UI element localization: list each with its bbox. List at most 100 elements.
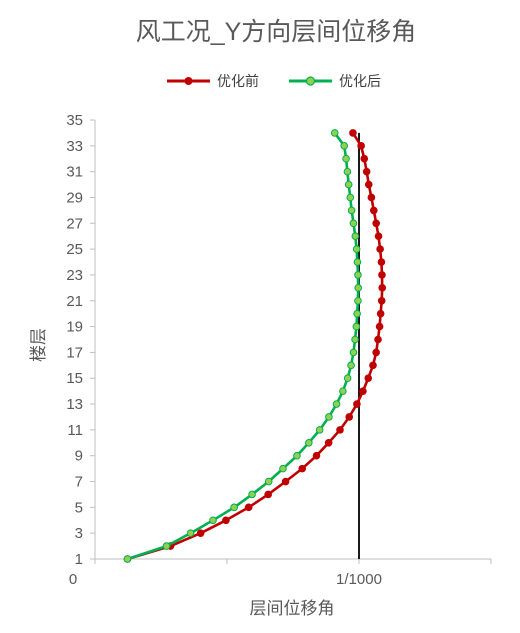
data-point [312, 451, 321, 460]
data-point [281, 477, 290, 486]
data-point [353, 258, 362, 266]
data-point [264, 477, 273, 486]
data-point [340, 142, 349, 150]
data-point [346, 193, 355, 202]
x-tick-label: 0 [69, 571, 77, 588]
data-point [375, 322, 384, 331]
data-point [352, 245, 361, 253]
data-point [369, 206, 378, 215]
data-point [345, 413, 354, 421]
data-point [222, 516, 230, 525]
data-point [162, 542, 171, 550]
y-tick-label: 9 [75, 448, 83, 465]
y-tick-label: 7 [75, 474, 83, 491]
data-point [377, 258, 386, 266]
data-point [352, 322, 361, 331]
y-tick-label: 25 [66, 241, 83, 258]
data-point [264, 490, 272, 499]
data-point [372, 348, 380, 357]
data-point [354, 284, 363, 292]
y-tick-label: 3 [75, 525, 83, 542]
data-point [353, 400, 361, 408]
data-point [378, 284, 387, 292]
data-point [293, 451, 301, 460]
data-point [354, 271, 362, 279]
data-point [342, 154, 350, 163]
y-tick-label: 11 [67, 422, 83, 439]
data-point [372, 219, 380, 228]
data-point [349, 219, 358, 228]
data-point [324, 438, 333, 447]
data-point [325, 413, 333, 421]
y-tick-label: 33 [66, 138, 83, 155]
data-point [349, 348, 358, 357]
y-tick-label: 13 [66, 396, 83, 413]
y-tick-label: 27 [66, 215, 83, 232]
data-point [244, 503, 253, 512]
data-point [332, 400, 341, 408]
series-line [127, 132, 384, 561]
data-point [248, 490, 256, 499]
data-point [230, 503, 238, 512]
data-point [378, 271, 386, 279]
y-axis-title: 楼层 [29, 328, 48, 362]
x-tick-label: 1/1000 [336, 571, 382, 588]
data-point [339, 387, 347, 395]
plot-area [123, 129, 387, 563]
data-point [123, 555, 132, 563]
data-point [347, 206, 356, 215]
data-point [357, 142, 365, 150]
data-point [298, 464, 307, 473]
data-point [367, 193, 376, 202]
data-point [196, 529, 205, 537]
data-point [343, 374, 352, 383]
data-point [330, 129, 339, 137]
y-tick-label: 17 [66, 344, 83, 361]
legend-label-before: 优化前 [217, 73, 259, 89]
x-axis: 0 1/1000 [69, 558, 492, 588]
series-after [123, 129, 363, 563]
data-point [362, 167, 371, 176]
y-tick-label: 21 [66, 293, 83, 310]
legend-item-before: 优化前 [167, 73, 259, 89]
legend: 优化前 优化后 [167, 73, 381, 89]
data-point [359, 387, 367, 395]
data-point [343, 167, 352, 176]
data-point [376, 245, 384, 253]
legend-item-after: 优化后 [289, 73, 381, 89]
data-point [209, 516, 217, 525]
data-point [315, 426, 324, 434]
series-line [127, 132, 360, 561]
data-point [305, 438, 313, 447]
data-point [377, 296, 386, 305]
data-point [376, 309, 385, 318]
chart-title: 风工况_Y方向层间位移角 [136, 18, 417, 46]
data-point [369, 361, 377, 370]
data-point [347, 361, 355, 370]
data-point [186, 529, 195, 537]
data-point [353, 309, 361, 318]
series-before [123, 129, 387, 563]
data-point [364, 374, 373, 383]
data-point [364, 180, 373, 189]
data-point [351, 335, 359, 344]
data-point [336, 426, 344, 434]
y-tick-label: 19 [66, 319, 83, 336]
data-point [279, 464, 287, 473]
data-point [354, 296, 362, 305]
data-point [374, 232, 383, 241]
y-tick-label: 29 [66, 189, 83, 206]
y-tick-label: 15 [66, 370, 83, 387]
y-tick-label: 23 [66, 267, 83, 284]
x-axis-title: 层间位移角 [250, 599, 335, 618]
data-point [344, 180, 353, 189]
y-tick-label: 35 [66, 112, 83, 129]
y-tick-label: 31 [66, 164, 83, 181]
legend-label-after: 优化后 [339, 73, 381, 89]
data-point [374, 335, 382, 344]
y-tick-label: 1 [75, 551, 83, 568]
legend-swatch-before-marker [184, 77, 193, 85]
data-point [360, 154, 369, 163]
